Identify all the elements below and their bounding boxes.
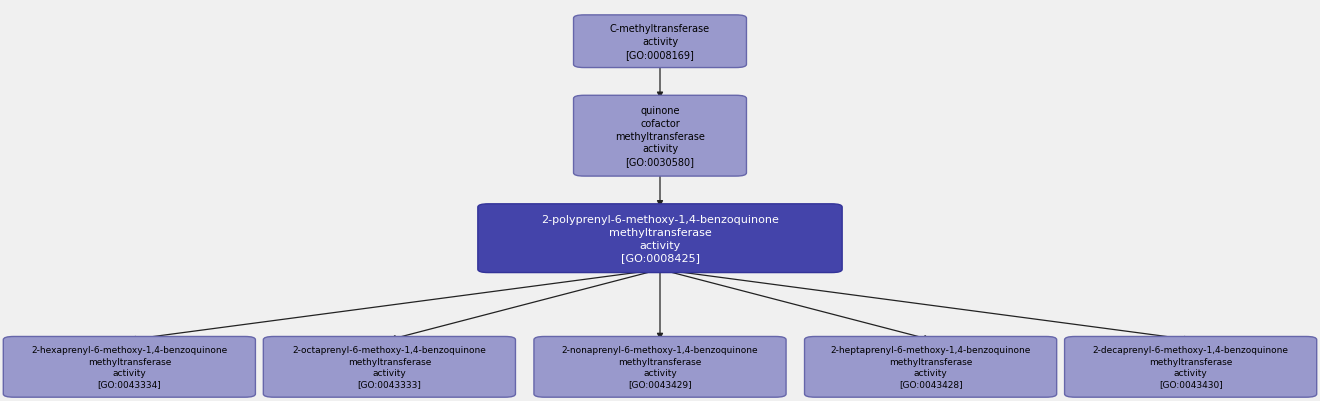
FancyBboxPatch shape [804,336,1057,397]
FancyBboxPatch shape [533,336,785,397]
Text: 2-nonaprenyl-6-methoxy-1,4-benzoquinone
methyltransferase
activity
[GO:0043429]: 2-nonaprenyl-6-methoxy-1,4-benzoquinone … [562,345,758,389]
Text: quinone
cofactor
methyltransferase
activity
[GO:0030580]: quinone cofactor methyltransferase activ… [615,106,705,167]
FancyBboxPatch shape [4,336,256,397]
Text: 2-heptaprenyl-6-methoxy-1,4-benzoquinone
methyltransferase
activity
[GO:0043428]: 2-heptaprenyl-6-methoxy-1,4-benzoquinone… [830,345,1031,389]
FancyBboxPatch shape [478,205,842,273]
FancyBboxPatch shape [573,96,747,176]
FancyBboxPatch shape [1064,336,1317,397]
Text: 2-octaprenyl-6-methoxy-1,4-benzoquinone
methyltransferase
activity
[GO:0043333]: 2-octaprenyl-6-methoxy-1,4-benzoquinone … [293,345,486,389]
Text: 2-polyprenyl-6-methoxy-1,4-benzoquinone
methyltransferase
activity
[GO:0008425]: 2-polyprenyl-6-methoxy-1,4-benzoquinone … [541,215,779,263]
FancyBboxPatch shape [573,16,747,68]
Text: 2-hexaprenyl-6-methoxy-1,4-benzoquinone
methyltransferase
activity
[GO:0043334]: 2-hexaprenyl-6-methoxy-1,4-benzoquinone … [32,345,227,389]
Text: C-methyltransferase
activity
[GO:0008169]: C-methyltransferase activity [GO:0008169… [610,24,710,60]
Text: 2-decaprenyl-6-methoxy-1,4-benzoquinone
methyltransferase
activity
[GO:0043430]: 2-decaprenyl-6-methoxy-1,4-benzoquinone … [1093,345,1288,389]
FancyBboxPatch shape [263,336,515,397]
